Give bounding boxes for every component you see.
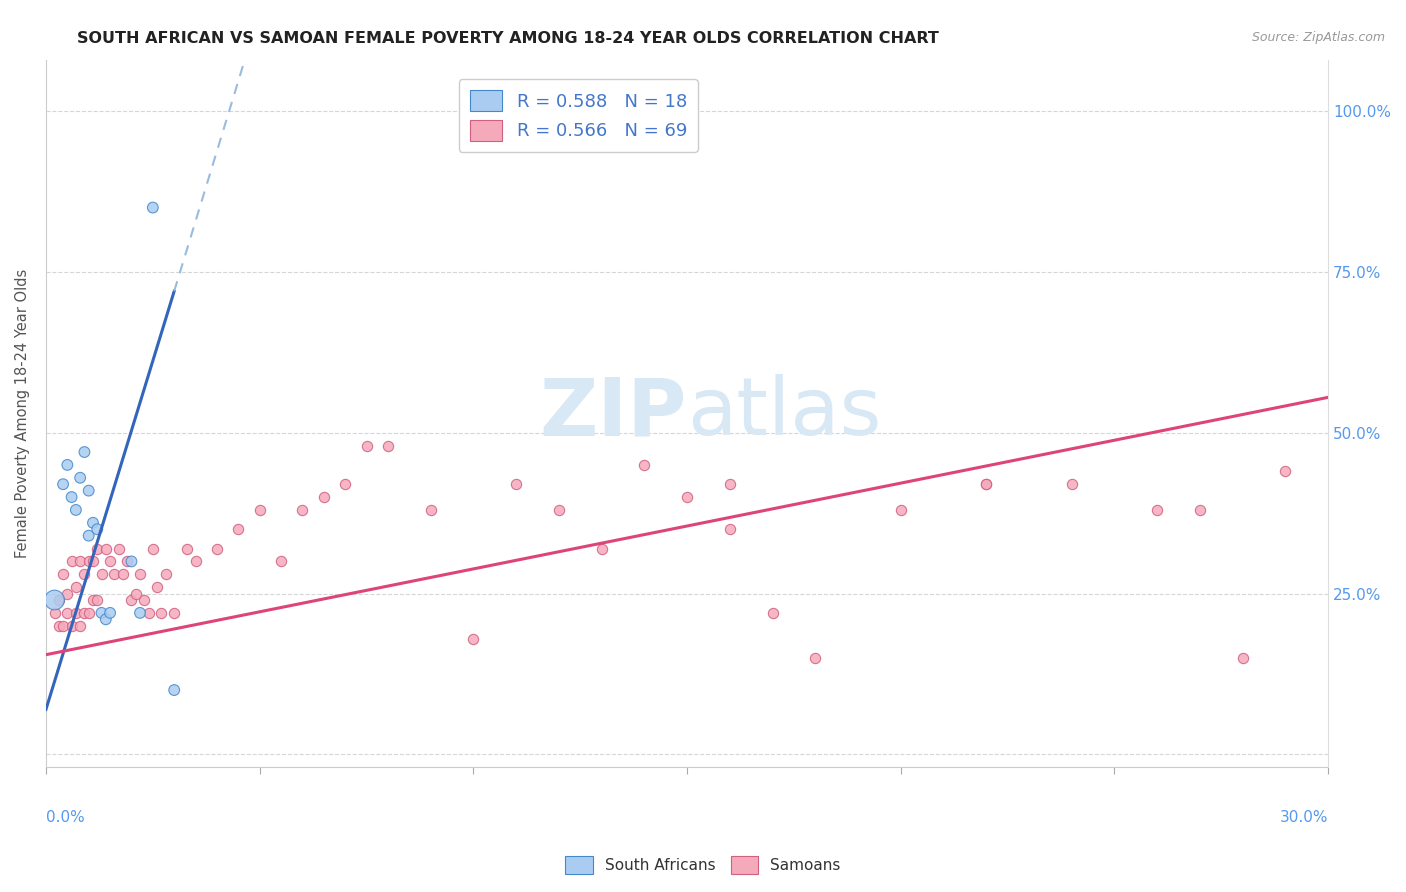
Point [69,471,91,485]
Point [761,606,783,620]
Point [505,477,527,491]
Point [120,593,142,607]
Point [226,522,249,536]
Text: SOUTH AFRICAN VS SAMOAN FEMALE POVERTY AMONG 18-24 YEAR OLDS CORRELATION CHART: SOUTH AFRICAN VS SAMOAN FEMALE POVERTY A… [77,31,939,46]
Point [146,580,169,594]
Point [107,541,129,556]
Point [98,554,121,568]
Point [974,477,997,491]
Point [82,554,104,568]
Point [86,541,108,556]
Legend: R = 0.588   N = 18, R = 0.566   N = 69: R = 0.588 N = 18, R = 0.566 N = 69 [458,79,697,152]
Point [111,567,134,582]
Point [86,522,108,536]
Point [134,593,156,607]
Point [90,606,112,620]
Point [142,541,165,556]
Point [44,606,66,620]
Point [718,522,741,536]
Point [205,541,228,556]
Point [312,490,335,504]
Point [270,554,292,568]
Point [65,503,87,517]
Point [56,458,79,472]
Text: 30.0%: 30.0% [1279,810,1329,825]
Point [48,618,70,632]
Point [120,554,142,568]
Point [974,477,997,491]
Point [676,490,699,504]
Point [129,606,152,620]
Point [150,606,173,620]
Point [94,541,117,556]
Point [94,612,117,626]
Point [98,606,121,620]
Point [103,567,125,582]
Point [633,458,655,472]
Legend: South Africans, Samoans: South Africans, Samoans [560,850,846,880]
Point [44,593,66,607]
Point [163,683,186,698]
Point [249,503,271,517]
Point [138,606,160,620]
Point [56,586,79,600]
Y-axis label: Female Poverty Among 18-24 Year Olds: Female Poverty Among 18-24 Year Olds [15,268,30,558]
Point [60,618,83,632]
Point [52,618,75,632]
Point [77,554,100,568]
Point [804,651,827,665]
Point [356,439,378,453]
Point [129,567,152,582]
Point [56,606,79,620]
Point [52,477,75,491]
Text: atlas: atlas [688,375,882,452]
Point [291,503,314,517]
Point [890,503,912,517]
Point [73,445,96,459]
Point [52,567,75,582]
Point [547,503,569,517]
Point [115,554,138,568]
Point [48,593,70,607]
Point [69,618,91,632]
Point [77,529,100,543]
Point [1146,503,1168,517]
Point [65,580,87,594]
Point [86,593,108,607]
Text: ZIP: ZIP [540,375,688,452]
Point [463,632,485,646]
Point [155,567,177,582]
Point [125,586,148,600]
Text: 0.0%: 0.0% [46,810,84,825]
Point [333,477,356,491]
Point [1274,464,1296,478]
Point [77,483,100,498]
Point [1060,477,1083,491]
Point [419,503,441,517]
Point [377,439,399,453]
Point [1188,503,1211,517]
Point [718,477,741,491]
Point [82,516,104,530]
Point [73,606,96,620]
Point [591,541,613,556]
Point [73,567,96,582]
Point [90,567,112,582]
Text: Source: ZipAtlas.com: Source: ZipAtlas.com [1251,31,1385,45]
Point [1232,651,1254,665]
Point [142,201,165,215]
Point [163,606,186,620]
Point [60,490,83,504]
Point [65,606,87,620]
Point [60,554,83,568]
Point [176,541,198,556]
Point [82,593,104,607]
Point [69,554,91,568]
Point [184,554,207,568]
Point [77,606,100,620]
